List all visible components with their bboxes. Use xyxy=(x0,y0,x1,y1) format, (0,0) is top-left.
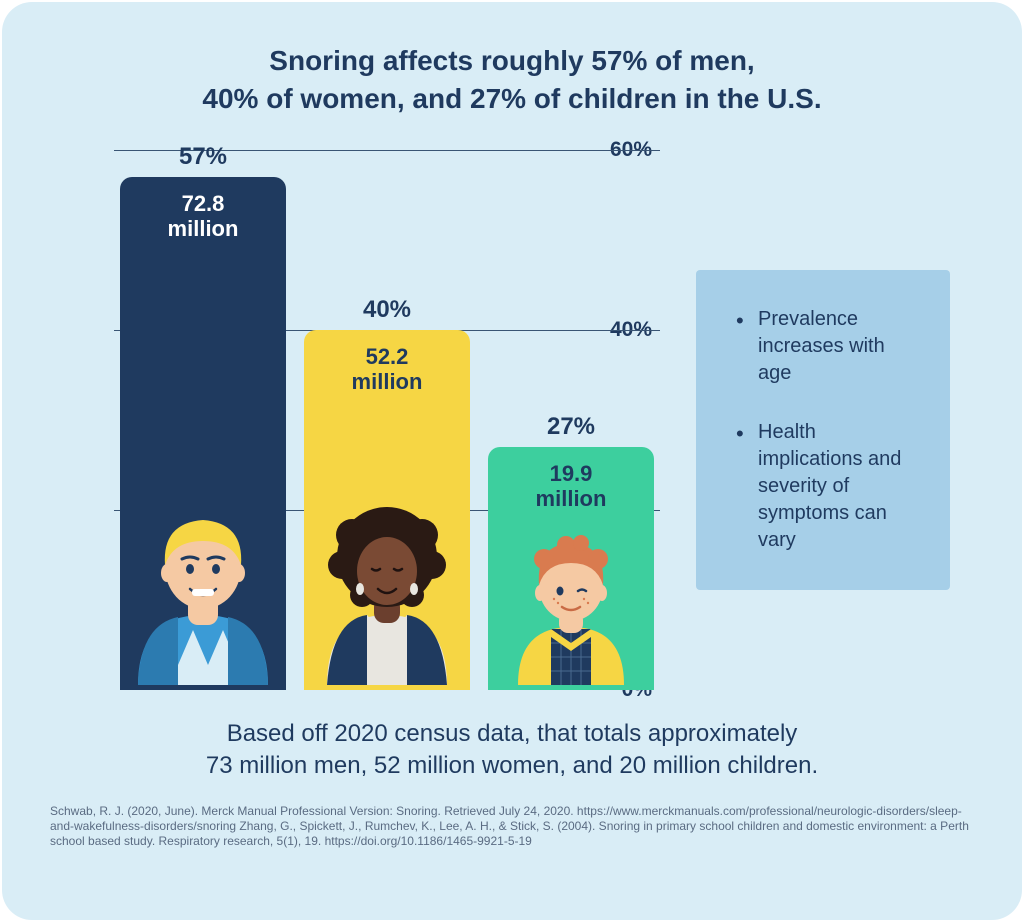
content-row: 0%20%40%60%57%72.8million 40%52.2million xyxy=(50,150,974,690)
infographic-card: Snoring affects roughly 57% of men, 40% … xyxy=(2,2,1022,920)
bar-percent-label: 40% xyxy=(304,296,470,324)
subtitle-line-1: Based off 2020 census data, that totals … xyxy=(227,720,798,747)
bar: 40%52.2million xyxy=(304,330,470,690)
person-illustration xyxy=(118,475,288,690)
bar-chart: 0%20%40%60%57%72.8million 40%52.2million xyxy=(50,150,660,690)
headline: Snoring affects roughly 57% of men, 40% … xyxy=(50,42,974,118)
bar-percent-label: 57% xyxy=(120,143,286,171)
sidebar-bullet: Prevalence increases with age xyxy=(736,306,920,387)
woman-illustration-icon xyxy=(302,485,472,685)
sidebar-callout: Prevalence increases with age Health impl… xyxy=(696,270,950,590)
bar-group: 27%19.9million xyxy=(488,447,654,690)
person-illustration xyxy=(496,515,646,690)
bar-group: 57%72.8million xyxy=(120,177,286,690)
citation-text: Schwab, R. J. (2020, June). Merck Manual… xyxy=(50,804,974,849)
man-illustration-icon xyxy=(118,475,288,685)
sidebar-list: Prevalence increases with age Health impl… xyxy=(736,306,920,554)
bar-percent-label: 27% xyxy=(488,413,654,441)
bar-group: 40%52.2million xyxy=(304,330,470,690)
subtitle: Based off 2020 census data, that totals … xyxy=(50,718,974,783)
headline-line-2: 40% of women, and 27% of children in the… xyxy=(202,83,821,114)
child-illustration-icon xyxy=(496,515,646,685)
subtitle-line-2: 73 million men, 52 million women, and 20… xyxy=(206,752,818,779)
headline-line-1: Snoring affects roughly 57% of men, xyxy=(269,45,754,76)
sidebar-bullet: Health implications and severity of symp… xyxy=(736,419,920,554)
bar: 27%19.9million xyxy=(488,447,654,690)
bar-amount-label: 52.2million xyxy=(352,344,423,395)
bars-container: 57%72.8million 40%52.2million xyxy=(114,150,660,690)
person-illustration xyxy=(302,485,472,690)
bar-amount-label: 19.9million xyxy=(536,461,607,512)
bar-amount-label: 72.8million xyxy=(168,191,239,242)
bar: 57%72.8million xyxy=(120,177,286,690)
